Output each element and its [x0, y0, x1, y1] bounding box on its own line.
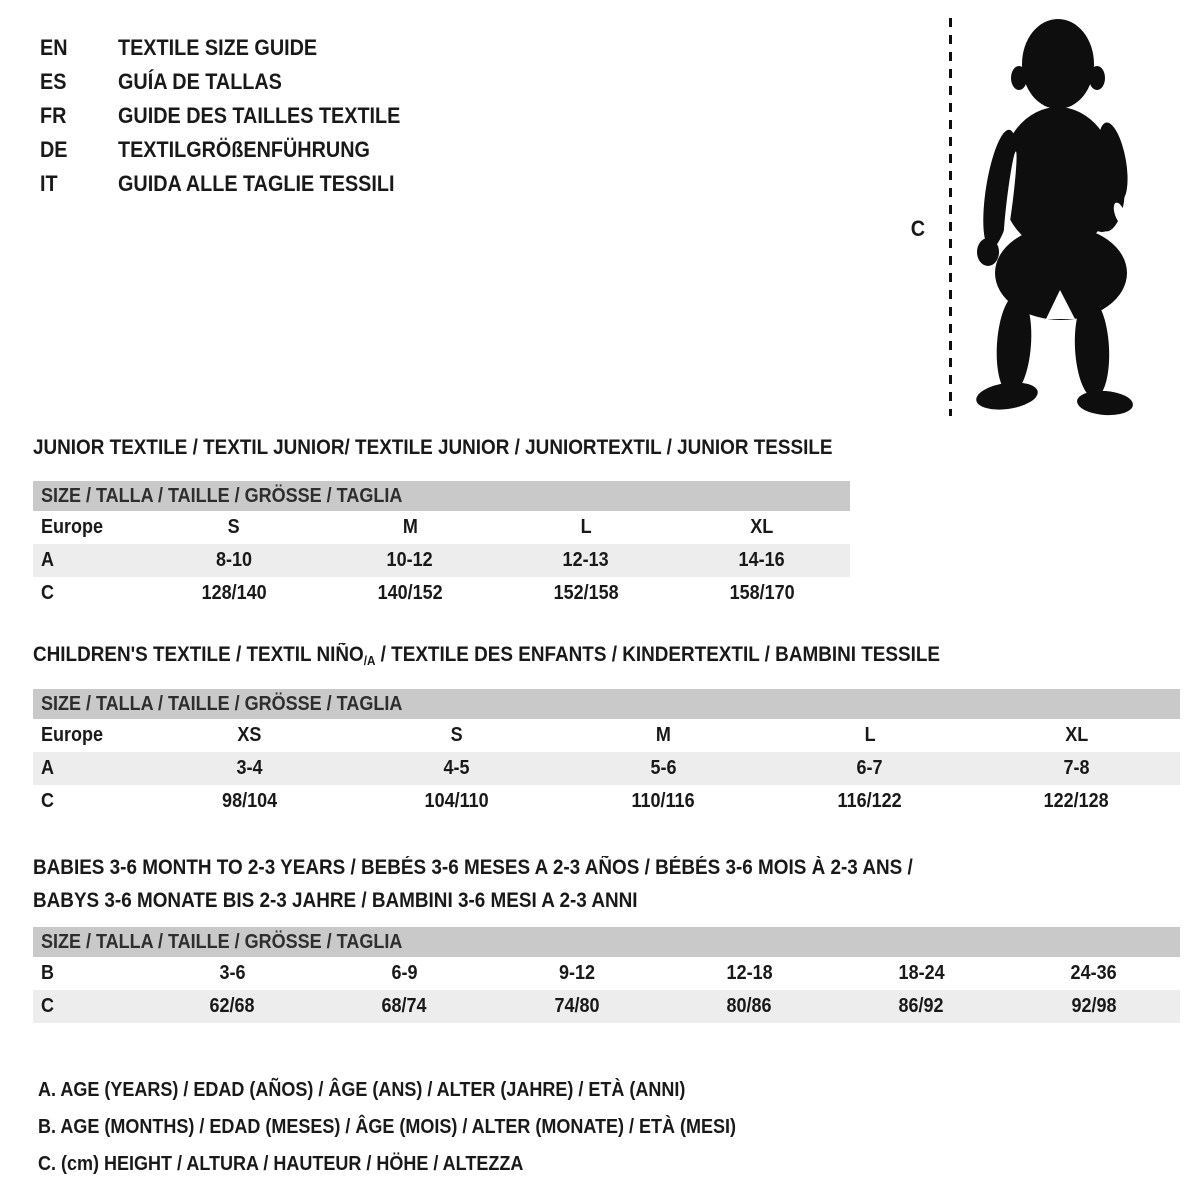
row-label: C [41, 582, 55, 604]
legend-line-height-cm: C. (cm) HEIGHT / ALTURA / HAUTEUR / HÖHE… [38, 1153, 524, 1175]
table-cell: 8-10 [215, 549, 253, 571]
children-size-table: SIZE / TALLA / TAILLE / GRÖSSE / TAGLIA … [33, 689, 1180, 818]
table-cell: 10-12 [386, 549, 434, 571]
table-cell: 86/92 [898, 995, 944, 1017]
table-cell: S [227, 516, 241, 538]
language-title: GUIDA ALLE TAGLIE TESSILI [118, 171, 395, 196]
table-cell: 140/152 [377, 582, 443, 604]
table-cell: L [580, 516, 592, 538]
language-title: TEXTILGRÖßENFÜHRUNG [118, 137, 370, 162]
table-cell: 3-4 [236, 757, 263, 779]
table-row: A 3-4 4-5 5-6 6-7 7-8 [33, 752, 1180, 785]
table-cell: 3-6 [219, 962, 246, 984]
table-row: B 3-6 6-9 9-12 12-18 18-24 24-36 [33, 957, 1180, 990]
table-cell: XS [237, 724, 262, 746]
table-cell: 5-6 [649, 757, 676, 779]
table-cell: 7-8 [1063, 757, 1090, 779]
table-row: C 62/68 68/74 74/80 80/86 86/92 92/98 [33, 990, 1180, 1023]
table-cell: 62/68 [209, 995, 255, 1017]
language-title: GUIDE DES TAILLES TEXTILE [118, 103, 401, 128]
table-cell: 104/110 [424, 790, 489, 812]
table-row: Europe XS S M L XL [33, 719, 1180, 752]
size-header-bar: SIZE / TALLA / TAILLE / GRÖSSE / TAGLIA [33, 927, 1180, 957]
height-measure-label: C [910, 216, 926, 241]
table-cell: 92/98 [1071, 995, 1117, 1017]
row-label: A [41, 549, 55, 571]
table-cell: 122/128 [1044, 790, 1110, 812]
table-cell: 110/116 [631, 790, 695, 812]
children-section-heading: CHILDREN'S TEXTILE / TEXTIL NIÑO/A / TEX… [33, 643, 941, 668]
language-row: EN TEXTILE SIZE GUIDE [40, 31, 432, 65]
legend-line-age-months: B. AGE (MONTHS) / EDAD (MESES) / ÂGE (MO… [38, 1116, 736, 1138]
language-row: FR GUIDE DES TAILLES TEXTILE [40, 99, 432, 133]
language-title: TEXTILE SIZE GUIDE [118, 35, 318, 60]
language-row: IT GUIDA ALLE TAGLIE TESSILI [40, 167, 432, 201]
language-code: EN [40, 35, 68, 60]
table-cell: 68/74 [381, 995, 428, 1017]
table-cell: 18-24 [898, 962, 945, 984]
table-cell: XL [1065, 724, 1089, 746]
table-row: Europe S M L XL [33, 511, 850, 544]
table-row: A 8-10 10-12 12-13 14-16 [33, 544, 850, 577]
row-label: C [41, 790, 55, 812]
junior-section-heading: JUNIOR TEXTILE / TEXTIL JUNIOR/ TEXTILE … [33, 436, 833, 459]
size-header-bar: SIZE / TALLA / TAILLE / GRÖSSE / TAGLIA [33, 481, 850, 511]
table-cell: M [402, 516, 418, 538]
language-code: IT [40, 171, 58, 196]
measurement-legend: A. AGE (YEARS) / EDAD (AÑOS) / ÂGE (ANS)… [38, 1072, 814, 1183]
junior-size-table: SIZE / TALLA / TAILLE / GRÖSSE / TAGLIA … [33, 481, 850, 610]
table-cell: 4-5 [443, 757, 470, 779]
table-cell: 6-7 [856, 757, 883, 779]
row-label: C [41, 995, 55, 1017]
language-title-list: EN TEXTILE SIZE GUIDE ES GUÍA DE TALLAS … [40, 31, 432, 201]
babies-size-table: SIZE / TALLA / TAILLE / GRÖSSE / TAGLIA … [33, 927, 1180, 1023]
table-cell: 24-36 [1070, 962, 1117, 984]
language-code: ES [40, 69, 67, 94]
table-cell: L [864, 724, 876, 746]
table-cell: 12-13 [562, 549, 610, 571]
table-cell: 116/122 [837, 790, 902, 812]
language-row: DE TEXTILGRÖßENFÜHRUNG [40, 133, 432, 167]
height-measure-dashed-line [949, 18, 952, 416]
table-cell: 158/170 [729, 582, 795, 604]
table-cell: 14-16 [738, 549, 786, 571]
row-label: Europe [41, 724, 104, 746]
heading-subscript: /A [363, 653, 376, 668]
language-code: DE [40, 137, 68, 162]
legend-line-age-years: A. AGE (YEARS) / EDAD (AÑOS) / ÂGE (ANS)… [38, 1079, 686, 1101]
table-cell: XL [750, 516, 774, 538]
table-cell: S [450, 724, 463, 746]
toddler-silhouette-image [976, 19, 1133, 416]
row-label: B [41, 962, 55, 984]
row-label: Europe [41, 516, 104, 538]
size-header-bar: SIZE / TALLA / TAILLE / GRÖSSE / TAGLIA [33, 689, 1180, 719]
table-cell: 152/158 [553, 582, 619, 604]
language-code: FR [40, 103, 67, 128]
language-title: GUÍA DE TALLAS [118, 69, 282, 94]
row-label: A [41, 757, 55, 779]
table-cell: 9-12 [558, 962, 595, 984]
table-cell: 98/104 [221, 790, 277, 812]
table-cell: 80/86 [726, 995, 772, 1017]
language-row: ES GUÍA DE TALLAS [40, 65, 432, 99]
table-cell: 6-9 [391, 962, 418, 984]
table-cell: 74/80 [554, 995, 600, 1017]
table-row: C 128/140 140/152 152/158 158/170 [33, 577, 850, 610]
table-row: C 98/104 104/110 110/116 116/122 122/128 [33, 785, 1180, 818]
table-cell: M [655, 724, 671, 746]
babies-section-heading: BABIES 3-6 MONTH TO 2-3 YEARS / BEBÉS 3-… [33, 856, 913, 912]
table-cell: 12-18 [726, 962, 773, 984]
table-cell: 128/140 [201, 582, 267, 604]
